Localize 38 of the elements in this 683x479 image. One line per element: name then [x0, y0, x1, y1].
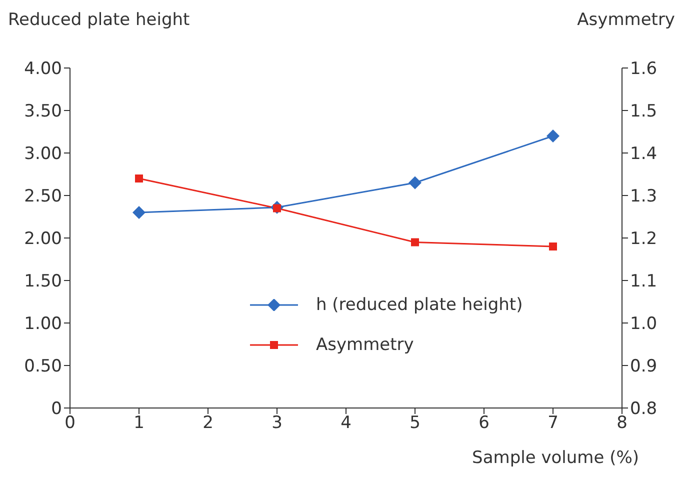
- y-tick-label: 1.00: [24, 314, 62, 334]
- y-tick-label: 2.00: [24, 229, 62, 250]
- y-tick-label: 1.50: [24, 272, 62, 292]
- x-tick-label: 8: [616, 413, 628, 434]
- y-tick-label: 3.00: [24, 144, 62, 164]
- y-tick-label: 0: [51, 399, 62, 420]
- point: [411, 238, 419, 246]
- y-tick-label: 0.50: [24, 356, 62, 377]
- y-tick-label: 2.50: [24, 186, 62, 207]
- y2-tick-label: 1.2: [630, 229, 658, 250]
- x-tick-label: 2: [202, 413, 214, 434]
- point: [408, 176, 422, 190]
- y2-tick-label: 0.9: [630, 356, 658, 377]
- x-tick-label: 5: [410, 413, 420, 434]
- y2-tick-label: 1.0: [630, 314, 658, 334]
- point: [135, 174, 143, 182]
- point: [546, 130, 560, 142]
- y-tick-label: 4.00: [24, 59, 62, 80]
- x-tick-label: 1: [134, 413, 144, 434]
- y2-tick-label: 1.3: [630, 186, 658, 207]
- point: [549, 242, 557, 250]
- y-tick-label: 3.50: [24, 102, 62, 122]
- x-tick-label: 4: [340, 413, 352, 434]
- x-tick-label: 3: [272, 413, 282, 434]
- y-axis-title: Reduced plate height: [8, 10, 190, 30]
- x-tick-label: 0: [64, 413, 76, 434]
- point: [132, 206, 146, 219]
- y2-tick-label: 1.1: [630, 272, 658, 292]
- y2-axis-title: Asymmetry: [577, 10, 675, 30]
- legend-label: h (reduced plate height): [316, 295, 523, 315]
- x-tick-label: 6: [478, 413, 490, 434]
- y2-tick-label: 1.5: [630, 102, 658, 122]
- y2-tick-label: 0.8: [630, 399, 658, 420]
- y2-tick-label: 1.4: [630, 144, 658, 164]
- x-tick-label: 7: [548, 413, 558, 434]
- x-axis-title: Sample volume (%): [472, 448, 639, 468]
- y2-tick-label: 1.6: [630, 59, 658, 80]
- legend-label: Asymmetry: [316, 335, 414, 355]
